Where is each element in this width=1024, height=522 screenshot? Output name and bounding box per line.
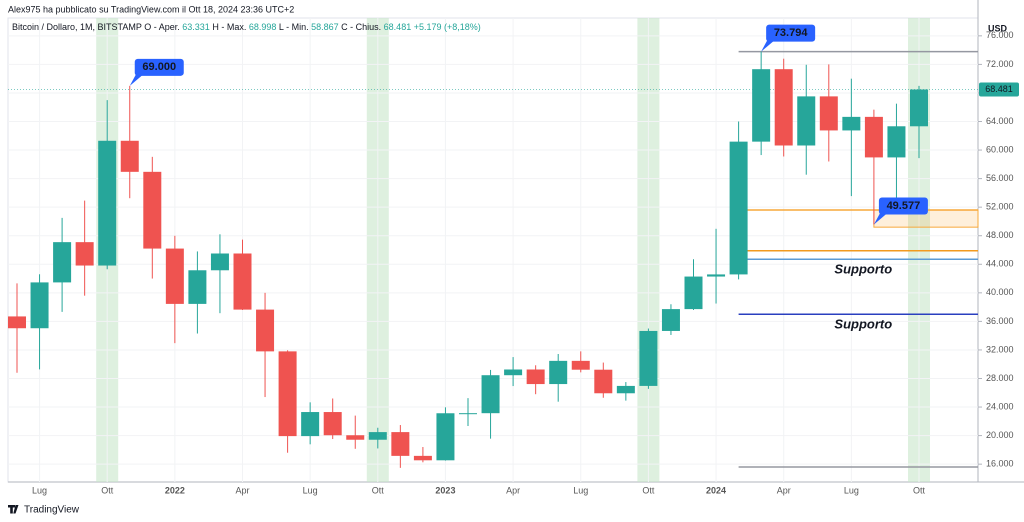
footer: TradingView bbox=[24, 505, 80, 516]
candle-body bbox=[233, 253, 252, 310]
y-tick-label: 64.000 bbox=[986, 116, 1014, 126]
candle-body bbox=[120, 140, 139, 172]
x-tick-label: 2023 bbox=[435, 485, 455, 495]
callout-label: 73.794 bbox=[774, 27, 809, 39]
callout-pointer bbox=[873, 211, 887, 225]
y-tick-label: 20.000 bbox=[986, 430, 1014, 440]
x-tick-label: Ott bbox=[913, 485, 926, 495]
legend: Bitcoin / Dollaro, 1M, BITSTAMP O - Aper… bbox=[12, 22, 481, 32]
legend-key: L - Min. bbox=[279, 22, 309, 32]
legend-value: 58.867 bbox=[311, 22, 339, 32]
y-tick-label: 40.000 bbox=[986, 287, 1014, 297]
x-tick-label: Lug bbox=[573, 485, 588, 495]
candle-body bbox=[481, 375, 500, 414]
callout-pointer bbox=[761, 38, 775, 52]
candle-body bbox=[842, 116, 861, 131]
footer-logo bbox=[8, 505, 19, 514]
candle-body bbox=[30, 282, 49, 329]
legend-value: 63.331 bbox=[182, 22, 210, 32]
candle-body bbox=[729, 141, 748, 275]
legend-title: Bitcoin / Dollaro, 1M, BITSTAMP bbox=[12, 22, 142, 32]
candle-body bbox=[8, 316, 26, 329]
callout-box bbox=[878, 197, 928, 215]
candle-body bbox=[910, 89, 928, 127]
y-tick-label: 32.000 bbox=[986, 344, 1014, 354]
callout-label: 49.577 bbox=[887, 200, 921, 212]
x-tick-label: 2022 bbox=[165, 485, 185, 495]
level-label: Supporto bbox=[834, 317, 892, 332]
candle-body bbox=[368, 432, 387, 440]
candle-body bbox=[210, 253, 229, 271]
candle-body bbox=[413, 455, 432, 461]
x-tick-label: Apr bbox=[506, 485, 520, 495]
x-tick-label: Ott bbox=[101, 485, 114, 495]
candle-body bbox=[797, 96, 816, 146]
y-tick-label: 76.000 bbox=[986, 30, 1014, 40]
legend-key: O - Aper. bbox=[144, 22, 180, 32]
y-tick-label: 24.000 bbox=[986, 401, 1014, 411]
candle-body bbox=[752, 69, 771, 142]
y-tick-label: 48.000 bbox=[986, 230, 1014, 240]
candle-body bbox=[549, 360, 568, 385]
candle-body bbox=[526, 369, 545, 385]
candle-body bbox=[571, 360, 590, 370]
x-tick-label: Lug bbox=[303, 485, 318, 495]
x-tick-label: 2024 bbox=[706, 485, 726, 495]
candle-body bbox=[301, 412, 320, 437]
currency-label: USD bbox=[988, 23, 1008, 33]
candle-body bbox=[391, 432, 410, 456]
legend-key: C - Chius. bbox=[341, 22, 381, 32]
legend-value: 68.998 bbox=[249, 22, 277, 32]
legend-change: +5.179 (+8,18%) bbox=[414, 22, 481, 32]
candle-body bbox=[346, 435, 365, 440]
candle-body bbox=[819, 96, 838, 131]
y-tick-label: 56.000 bbox=[986, 173, 1014, 183]
candle-body bbox=[98, 140, 117, 266]
candle-body bbox=[639, 330, 658, 386]
candle-body bbox=[436, 413, 455, 461]
candle-body bbox=[864, 116, 883, 158]
y-tick-label: 28.000 bbox=[986, 373, 1014, 383]
y-tick-label: 44.000 bbox=[986, 259, 1014, 269]
candle-body bbox=[774, 69, 793, 146]
x-tick-label: Lug bbox=[32, 485, 47, 495]
callout-box bbox=[766, 24, 816, 42]
candle-body bbox=[323, 412, 342, 436]
x-tick-label: Apr bbox=[777, 485, 791, 495]
x-tick-label: Ott bbox=[372, 485, 385, 495]
candle-body bbox=[53, 242, 72, 283]
legend-value: 68.481 bbox=[384, 22, 412, 32]
y-tick-label: 16.000 bbox=[986, 459, 1014, 469]
candle-body bbox=[459, 413, 477, 415]
candle-body bbox=[684, 276, 703, 310]
legend-key: H - Max. bbox=[212, 22, 246, 32]
candle-body bbox=[594, 369, 613, 394]
y-tick-label: 52.000 bbox=[986, 202, 1014, 212]
candle-body bbox=[165, 248, 184, 304]
candle-body bbox=[143, 171, 162, 249]
y-tick-label: 36.000 bbox=[986, 316, 1014, 326]
candle-body bbox=[707, 274, 726, 277]
candle-body bbox=[887, 126, 906, 158]
candle-body bbox=[75, 242, 94, 266]
y-tick-label: 72.000 bbox=[986, 59, 1014, 69]
candle-body bbox=[504, 369, 523, 376]
header: Alex975 ha pubblicato su TradingView.com… bbox=[8, 4, 294, 14]
last-price-label: 68.481 bbox=[985, 84, 1013, 94]
callout-pointer bbox=[129, 72, 143, 86]
x-tick-label: Ott bbox=[642, 485, 655, 495]
x-tick-label: Apr bbox=[235, 485, 249, 495]
candle-body bbox=[278, 351, 297, 437]
candle-body bbox=[661, 309, 680, 331]
candle-body bbox=[616, 385, 635, 394]
level-label: Supporto bbox=[834, 262, 892, 277]
last-price-tag bbox=[979, 82, 1019, 97]
callout-box bbox=[134, 58, 184, 76]
x-tick-label: Lug bbox=[844, 485, 859, 495]
y-tick-label: 60.000 bbox=[986, 144, 1014, 154]
candle-body bbox=[188, 270, 207, 304]
candle-body bbox=[256, 309, 275, 352]
callout-label: 69.000 bbox=[142, 61, 176, 73]
